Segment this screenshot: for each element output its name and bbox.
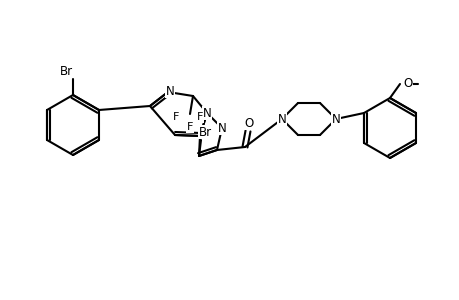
- Text: F: F: [196, 112, 203, 122]
- Text: N: N: [217, 122, 226, 134]
- Text: Br: Br: [59, 64, 73, 77]
- Text: O: O: [244, 116, 253, 130]
- Text: O: O: [403, 76, 412, 89]
- Text: F: F: [173, 112, 179, 122]
- Text: N: N: [277, 112, 286, 125]
- Text: Br: Br: [198, 125, 211, 139]
- Text: F: F: [186, 122, 193, 132]
- Text: N: N: [202, 106, 211, 119]
- Text: N: N: [165, 85, 174, 98]
- Text: N: N: [331, 112, 340, 125]
